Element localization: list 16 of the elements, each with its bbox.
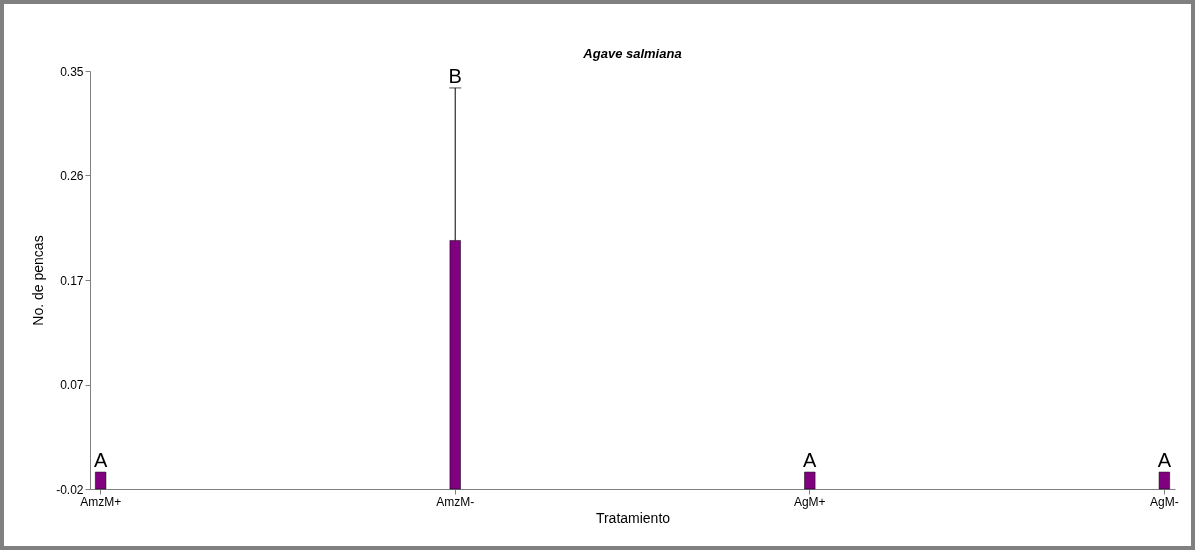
annotation: A — [803, 449, 818, 472]
x-axis-title: Tratamiento — [595, 509, 671, 526]
annotation: A — [93, 449, 108, 472]
chart-title: Agave salmiana — [582, 46, 682, 61]
x-tick-label: AmzM+ — [80, 494, 122, 509]
y-tick-label: 0.17 — [60, 273, 84, 288]
y-axis-title: No. de pencas — [30, 235, 47, 326]
annotation: A — [1157, 449, 1172, 472]
y-tick-label: 0.26 — [60, 169, 84, 183]
y-tick-label: -0.02 — [56, 482, 84, 497]
x-tick-label: AgM- — [1150, 494, 1179, 509]
y-tick-label: 0.35 — [60, 64, 84, 79]
y-tick-label: 0.07 — [60, 378, 84, 392]
x-tick-label: AgM+ — [793, 494, 826, 509]
x-tick-label: AmzM- — [436, 494, 475, 509]
annotation: B — [448, 64, 462, 87]
